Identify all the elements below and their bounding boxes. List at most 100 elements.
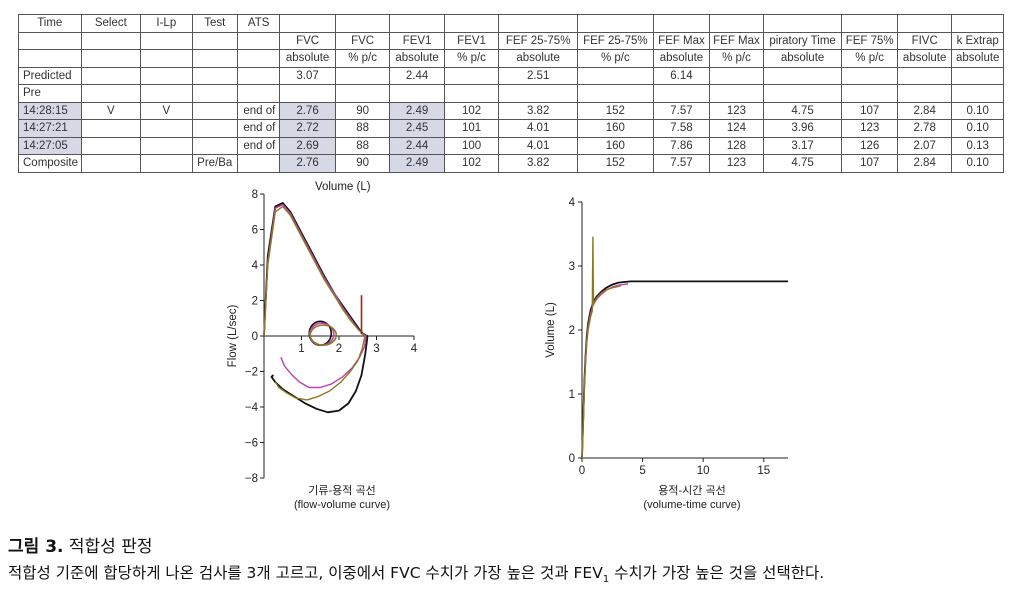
figure-description: 적합성 기준에 합당하게 나온 검사를 3개 고르고, 이중에서 FVC 수치가… xyxy=(8,561,824,585)
pre-row-cell xyxy=(389,84,445,103)
header-row-cell: FEF 75% xyxy=(841,31,898,50)
pre-row-cell xyxy=(191,84,238,103)
x-tick-label: 10 xyxy=(697,465,710,477)
trial-row-cell: 4.01 xyxy=(498,119,579,138)
pre-row-cell xyxy=(334,84,391,103)
y-tick-label: −2 xyxy=(245,367,258,379)
x-tick-label: 5 xyxy=(639,465,645,477)
header-row-cell xyxy=(951,14,1004,33)
pre-row-cell xyxy=(80,84,142,103)
trial-row-cell: 0.10 xyxy=(951,119,1004,138)
header-row-cell: % p/c xyxy=(443,49,500,68)
predicted-row-cell xyxy=(80,66,142,85)
predicted-row-cell xyxy=(896,66,953,85)
trial-row-cell: end of xyxy=(236,101,281,120)
y-tick-label: 4 xyxy=(252,260,259,272)
composite-row-cell xyxy=(236,154,281,173)
flow-volume-series-line-0 xyxy=(263,201,369,414)
trial-row-cell: 2.72 xyxy=(279,119,336,138)
trial-row-cell: 107 xyxy=(841,101,898,120)
composite-row-cell: 2.76 xyxy=(279,154,336,173)
pre-row-cell xyxy=(951,84,1004,103)
trial-row-cell: 3.17 xyxy=(762,136,843,155)
pre-row-cell xyxy=(577,84,654,103)
header-row-cell: absolute xyxy=(951,49,1004,68)
composite-row-cell: Pre/Ba xyxy=(191,154,238,173)
header-row-cell: FEV1 xyxy=(389,31,445,50)
header-row-cell: FEF 25-75% xyxy=(498,31,579,50)
flow-volume-subtitle: (flow-volume curve) xyxy=(294,499,390,511)
header-row-cell xyxy=(577,14,654,33)
volume-time-chart: 0 1 2 3 4 0 5 10 15 Volume (L) xyxy=(536,178,796,478)
header-row-cell: FEV1 xyxy=(443,31,500,50)
header-row-cell xyxy=(18,31,82,50)
composite-row-cell: 3.82 xyxy=(498,154,579,173)
predicted-row-cell xyxy=(236,66,281,85)
volume-time-plot: 0 1 2 3 4 0 5 10 15 Volume (L) xyxy=(545,197,788,477)
trial-row: 14:27:05 end of 2.69 88 2.44 100 4.01 160 7.86 12… xyxy=(18,136,1004,155)
trial-row-cell xyxy=(191,119,238,138)
predicted-row: Predicted 3.07 2.44 2.51 6.14 xyxy=(18,66,1004,85)
trial-row-cell: 14:27:05 xyxy=(18,136,82,155)
header-row-cell xyxy=(389,14,445,33)
header-row-cell xyxy=(80,31,142,50)
figure-title: 그림 3. 적합성 판정 xyxy=(8,532,153,557)
trial-row-cell: 7.86 xyxy=(652,136,711,155)
composite-row-cell: 102 xyxy=(443,154,500,173)
composite-row-cell: 2.49 xyxy=(389,154,445,173)
trial-row-cell xyxy=(140,119,193,138)
pre-row-cell xyxy=(140,84,193,103)
trial-row-cell xyxy=(191,101,238,120)
predicted-row-cell: 2.44 xyxy=(389,66,445,85)
trial-row-cell: 88 xyxy=(334,136,391,155)
header-row-cell: Time xyxy=(18,14,82,33)
figure-desc-subscript: 1 xyxy=(602,574,610,586)
header-row-cell: absolute xyxy=(896,49,953,68)
predicted-row-cell xyxy=(443,66,500,85)
trial-row-cell: 2.84 xyxy=(896,101,953,120)
header-row-cell: FEF Max xyxy=(652,31,711,50)
pre-row-cell xyxy=(709,84,764,103)
predicted-row-cell xyxy=(762,66,843,85)
predicted-row-cell xyxy=(709,66,764,85)
composite-row-cell: 123 xyxy=(709,154,764,173)
header-row-cell xyxy=(709,14,764,33)
trial-row-cell: 2.76 xyxy=(279,101,336,120)
pre-row-cell xyxy=(279,84,336,103)
predicted-row-cell xyxy=(841,66,898,85)
pre-row-cell: Pre xyxy=(18,84,82,103)
trial-row-cell: 102 xyxy=(443,101,500,120)
header-row-cell xyxy=(334,14,391,33)
predicted-row-cell xyxy=(191,66,238,85)
header-row-cell: % p/c xyxy=(709,49,764,68)
trial-row-cell: end of xyxy=(236,119,281,138)
composite-row-cell: Composite xyxy=(18,154,82,173)
header-row-cell xyxy=(498,14,579,33)
header-row-cell xyxy=(652,14,711,33)
y-tick-label: 6 xyxy=(252,225,258,237)
trial-row-cell: 126 xyxy=(841,136,898,155)
trial-row-cell: 2.69 xyxy=(279,136,336,155)
trial-row-cell: 4.75 xyxy=(762,101,843,120)
header-row: FVC FVC FEV1 FEV1 FEF 25-75% FEF 25-75% FEF Ma… xyxy=(18,31,1004,50)
header-row-cell: absolute xyxy=(762,49,843,68)
header-row-cell: FVC xyxy=(279,31,336,50)
trial-row-cell xyxy=(80,119,142,138)
header-row-cell xyxy=(443,14,500,33)
pre-row-cell xyxy=(498,84,579,103)
trial-row-cell: 2.07 xyxy=(896,136,953,155)
header-row-cell xyxy=(80,49,142,68)
trial-row-cell xyxy=(80,136,142,155)
composite-row-cell: 4.75 xyxy=(762,154,843,173)
pre-row: Pre xyxy=(18,84,1004,103)
flow-volume-series-line-1 xyxy=(263,203,367,389)
header-row: Time Select I-Lp Test ATS xyxy=(18,14,1004,33)
trial-row-cell: 124 xyxy=(709,119,764,138)
x-axis-label: Volume (L) xyxy=(315,181,371,193)
trial-row-cell: 0.13 xyxy=(951,136,1004,155)
trial-row-cell: 3.82 xyxy=(498,101,579,120)
trial-row-cell: 160 xyxy=(577,119,654,138)
trial-row-cell: 2.45 xyxy=(389,119,445,138)
predicted-row-cell: 6.14 xyxy=(652,66,711,85)
header-row-cell: Test xyxy=(191,14,238,33)
